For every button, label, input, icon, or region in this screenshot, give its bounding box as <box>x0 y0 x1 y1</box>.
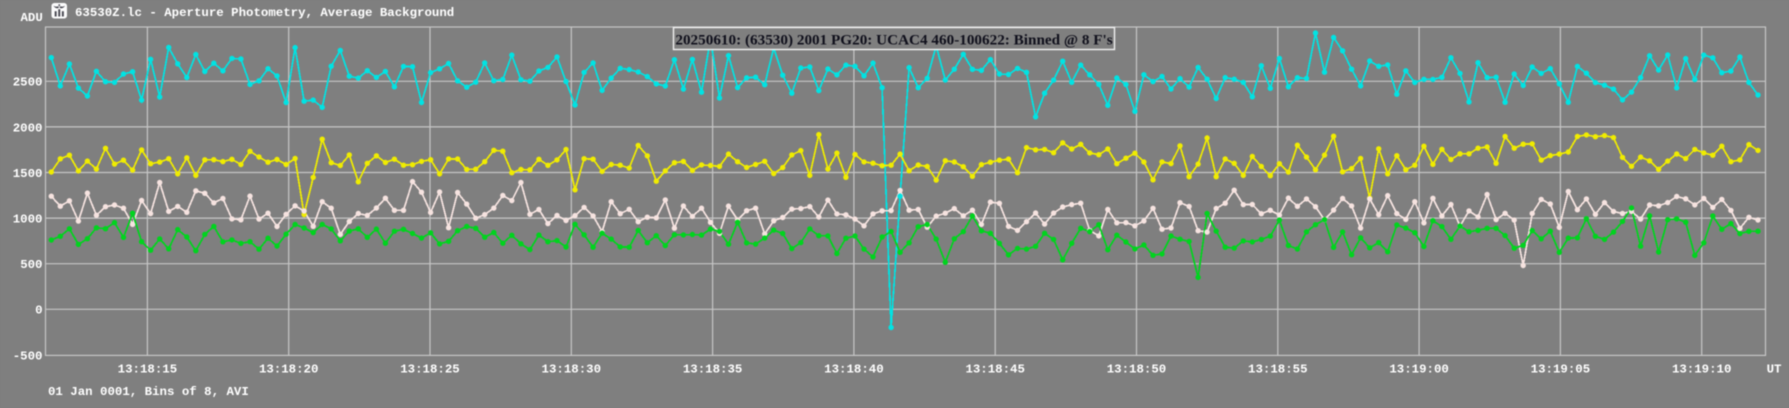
svg-text:1000: 1000 <box>13 213 43 227</box>
svg-text:1500: 1500 <box>13 167 43 181</box>
svg-text:13:18:15: 13:18:15 <box>118 363 178 377</box>
svg-text:ADU: ADU <box>21 11 43 25</box>
svg-text:13:18:40: 13:18:40 <box>824 363 884 377</box>
svg-text:01 Jan 0001, Bins of 8, AVI: 01 Jan 0001, Bins of 8, AVI <box>48 385 249 399</box>
svg-text:13:18:25: 13:18:25 <box>400 363 460 377</box>
svg-text:2000: 2000 <box>13 121 43 135</box>
svg-text:13:19:10: 13:19:10 <box>1672 363 1732 377</box>
svg-text:2500: 2500 <box>13 76 43 90</box>
svg-text:13:18:35: 13:18:35 <box>683 363 743 377</box>
svg-text:0: 0 <box>35 304 42 318</box>
svg-text:13:18:30: 13:18:30 <box>542 363 602 377</box>
svg-text:13:19:05: 13:19:05 <box>1531 363 1591 377</box>
svg-text:13:19:00: 13:19:00 <box>1389 363 1449 377</box>
svg-text:13:18:45: 13:18:45 <box>965 363 1025 377</box>
svg-text:-500: -500 <box>13 349 43 363</box>
svg-text:13:18:55: 13:18:55 <box>1248 363 1308 377</box>
svg-text:UT: UT <box>1767 363 1782 377</box>
svg-text:20250610: (63530) 2001 PG20: U: 20250610: (63530) 2001 PG20: UCAC4 460-1… <box>675 31 1112 48</box>
svg-text:63530Z.lc - Aperture Photometr: 63530Z.lc - Aperture Photometry, Average… <box>75 6 454 20</box>
svg-text:13:18:20: 13:18:20 <box>259 363 319 377</box>
svg-text:13:18:50: 13:18:50 <box>1107 363 1167 377</box>
svg-text:500: 500 <box>20 258 42 272</box>
